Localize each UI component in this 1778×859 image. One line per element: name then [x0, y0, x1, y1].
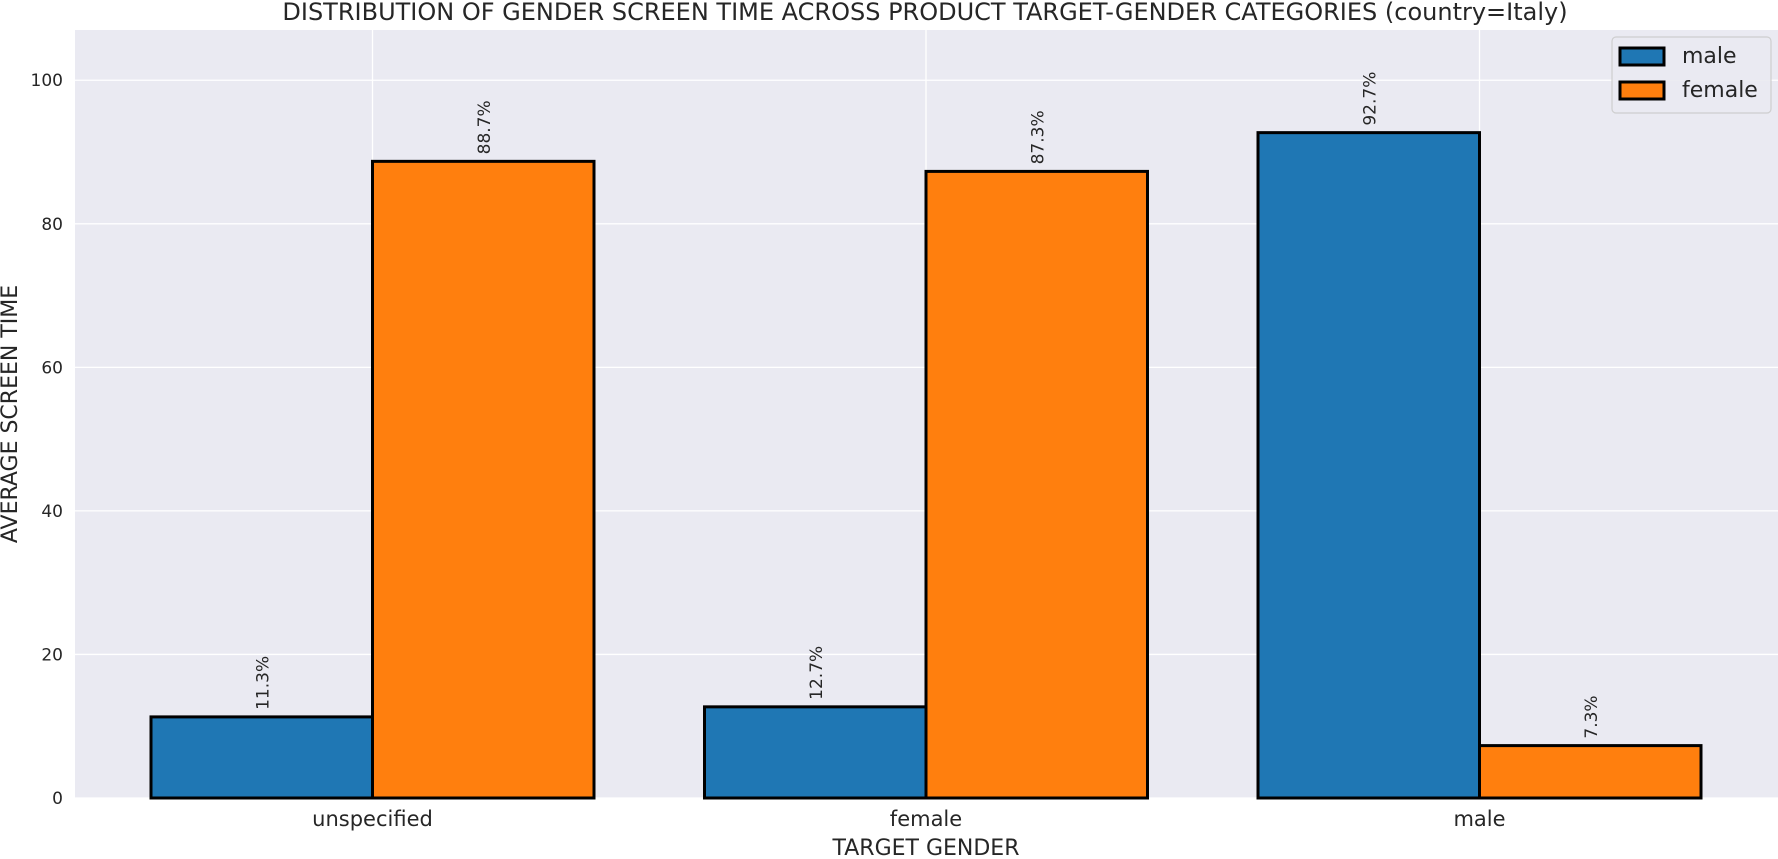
legend-label-female: female — [1682, 78, 1758, 103]
bar-female-female — [924, 169, 1149, 800]
y-tick-label: 0 — [52, 789, 63, 809]
bar-male-female — [703, 705, 928, 800]
bar-female-male — [1478, 744, 1703, 800]
y-axis-title: AVERAGE SCREEN TIME — [0, 285, 23, 543]
bar-label: 12.7% — [807, 646, 827, 700]
bar-label: 7.3% — [1582, 695, 1602, 738]
y-tick-label: 60 — [41, 358, 63, 378]
bar-value-labels: 11.3% 12.7% 92.7% 88.7% 87.3% 7.3% — [254, 72, 1603, 739]
y-tick-label: 80 — [41, 215, 63, 235]
bars — [149, 131, 1703, 800]
bar-label: 11.3% — [254, 656, 274, 710]
x-axis-ticks: unspecified female male — [312, 807, 1505, 831]
y-tick-label: 20 — [41, 645, 63, 665]
y-tick-label: 40 — [41, 502, 63, 522]
x-tick-label: female — [890, 807, 962, 831]
bar-label: 88.7% — [475, 100, 495, 154]
x-axis-title: TARGET GENDER — [832, 836, 1020, 859]
x-tick-label: male — [1453, 807, 1505, 831]
y-tick-label: 100 — [31, 71, 63, 91]
bar-male-male — [1256, 131, 1481, 800]
legend-swatch-male — [1618, 46, 1666, 67]
x-tick-label: unspecified — [312, 807, 433, 831]
bar-label: 87.3% — [1029, 110, 1049, 164]
legend-label-male: male — [1682, 44, 1737, 69]
bar-male-unspecified — [149, 715, 374, 800]
legend-swatch-female — [1618, 80, 1666, 101]
y-axis-ticks: 0 20 40 60 80 100 — [31, 71, 63, 809]
legend: male female — [1611, 36, 1772, 114]
bar-label: 92.7% — [1361, 72, 1381, 126]
bar-female-unspecified — [371, 159, 596, 800]
chart-title: DISTRIBUTION OF GENDER SCREEN TIME ACROS… — [282, 0, 1567, 26]
